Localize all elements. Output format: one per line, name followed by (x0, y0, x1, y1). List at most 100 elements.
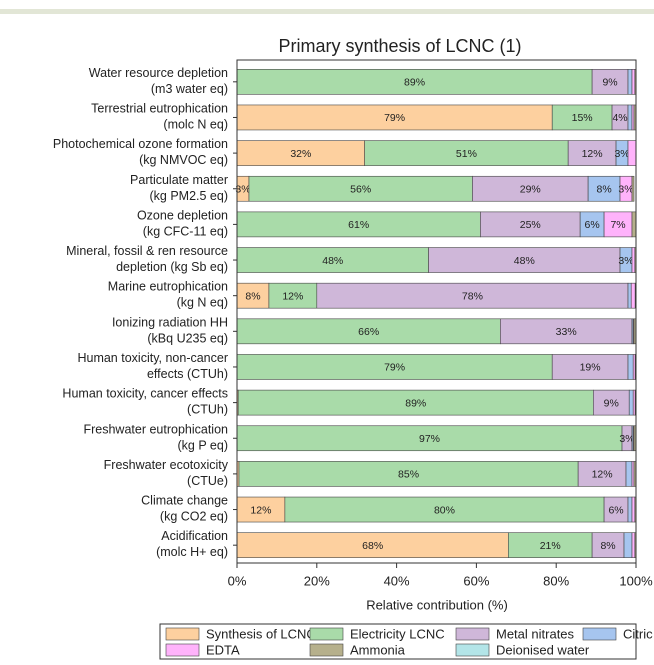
y-tick-label-line: Photochemical ozone formation (53, 137, 228, 151)
y-tick-label-line: Marine eutrophication (108, 280, 228, 294)
bar-segment (627, 69, 633, 95)
y-tick-label-line: (kg N eq) (177, 296, 228, 310)
y-tick-label-line: (kBq U235 eq) (147, 332, 228, 346)
data-label: 25% (520, 219, 541, 231)
bar-segment (587, 175, 621, 202)
y-tick-label: Human toxicity, non-cancer effects (CTUh) (77, 351, 228, 381)
top-band (0, 9, 654, 14)
data-label: 12% (282, 290, 303, 302)
x-tick-label: 80% (543, 573, 569, 588)
legend-box (159, 623, 637, 660)
bar-segment (236, 425, 623, 452)
bar-segment (236, 140, 365, 166)
y-tick-label-line: Climate change (141, 494, 228, 508)
y-tick-label: Water resource depletion (m3 water eq) (89, 66, 228, 96)
legend-swatch (165, 627, 200, 641)
y-tick-label: Human toxicity, cancer effects (CTUh) (62, 387, 228, 417)
data-label: 8% (245, 290, 260, 302)
y-tick-label: Climate change (kg CO2 eq) (141, 494, 228, 524)
bar-segment (508, 532, 593, 558)
bar-segment (236, 247, 429, 273)
bar-segment (237, 389, 594, 416)
bar-segment (236, 496, 286, 523)
legend-label: Synthesis of LCNC (206, 626, 316, 641)
y-tick-label-line: (CTUh) (187, 403, 228, 417)
x-tick-label: 0% (228, 573, 247, 588)
legend-swatch (582, 627, 617, 641)
legend-swatch (309, 627, 344, 641)
data-label: 4% (612, 112, 627, 124)
data-label: 89% (404, 77, 425, 89)
legend-label: Citric acid (623, 626, 654, 641)
y-tick-label-line: Ionizing radiation HH (112, 316, 228, 330)
bar-segment (631, 496, 636, 523)
bar-segment (316, 282, 629, 309)
bar-segment (236, 104, 553, 131)
y-tick-label-line: (kg P eq) (178, 439, 229, 453)
bar-segment (603, 211, 633, 238)
bar-segment (631, 69, 636, 95)
bar-segment (627, 282, 632, 309)
data-label: 3% (614, 148, 629, 160)
data-label: 12% (250, 504, 271, 516)
bar-segment (625, 461, 633, 487)
y-tick-label: Marine eutrophication (kg N eq) (108, 280, 228, 310)
y-tick-label: Photochemical ozone formation (kg NMVOC e… (53, 137, 228, 167)
bar-segment (628, 389, 634, 416)
y-tick-label-line: (molc N eq) (163, 118, 228, 132)
data-label: 19% (580, 362, 601, 374)
bar-segment (472, 175, 589, 202)
y-tick-label: Mineral, fossil & ren resource depletion … (66, 244, 228, 274)
bar-segment (627, 140, 637, 166)
data-label: 3% (619, 433, 634, 445)
bar-segment (236, 69, 593, 95)
y-tick-label-line: Freshwater ecotoxicity (104, 458, 229, 472)
y-tick-label-line: Particulate matter (130, 173, 228, 187)
bar-segment (591, 69, 629, 95)
bar-segment (567, 140, 617, 166)
data-label: 48% (514, 255, 535, 267)
x-tick-label: 40% (384, 573, 410, 588)
y-tick-label: Ionizing radiation HH (kBq U235 eq) (112, 316, 228, 346)
data-label: 29% (520, 184, 541, 196)
bar-segment (623, 532, 633, 558)
y-tick-label-line: (kg PM2.5 eq) (149, 189, 228, 203)
y-tick-label-line: depletion (kg Sb eq) (116, 260, 228, 274)
bar-segment (631, 175, 635, 202)
data-label: 3% (235, 184, 250, 196)
data-label: 32% (290, 148, 311, 160)
y-tick-label-line: (kg NMVOC eq) (139, 153, 228, 167)
data-label: 6% (608, 504, 623, 516)
bar-segment (627, 496, 633, 523)
data-label: 68% (362, 540, 383, 552)
legend-swatch (309, 643, 344, 657)
y-tick-label: Freshwater ecotoxicity (CTUe) (104, 458, 229, 488)
bar-segment (551, 354, 629, 380)
legend-swatch (165, 643, 200, 657)
bar-segment (631, 211, 637, 238)
data-label: 61% (348, 219, 369, 231)
chart-title: Primary synthesis of LCNC (1) (278, 36, 521, 56)
bar-segment (428, 247, 621, 273)
data-label: 12% (582, 148, 603, 160)
data-label: 51% (456, 148, 477, 160)
y-tick-label-line: (CTUe) (187, 474, 228, 488)
bar-segment (593, 389, 630, 416)
plot-frame (236, 59, 637, 564)
bar-segment (630, 282, 636, 309)
y-tick-label-line: Ozone depletion (137, 209, 228, 223)
y-tick-label-line: Human toxicity, cancer effects (62, 387, 228, 401)
y-tick-label: Terrestrial eutrophication (molc N eq) (91, 102, 228, 132)
bar-segment (627, 104, 633, 131)
x-tick-label: 100% (619, 573, 653, 588)
data-label: 3% (618, 255, 633, 267)
x-tick-label: 60% (463, 573, 489, 588)
bar-segment (500, 318, 633, 345)
y-tick-label: Particulate matter (kg PM2.5 eq) (130, 173, 228, 203)
data-label: 89% (405, 397, 426, 409)
y-tick-label-line: (molc H+ eq) (156, 545, 228, 559)
data-label: 12% (592, 469, 613, 481)
legend-label: EDTA (206, 642, 240, 657)
